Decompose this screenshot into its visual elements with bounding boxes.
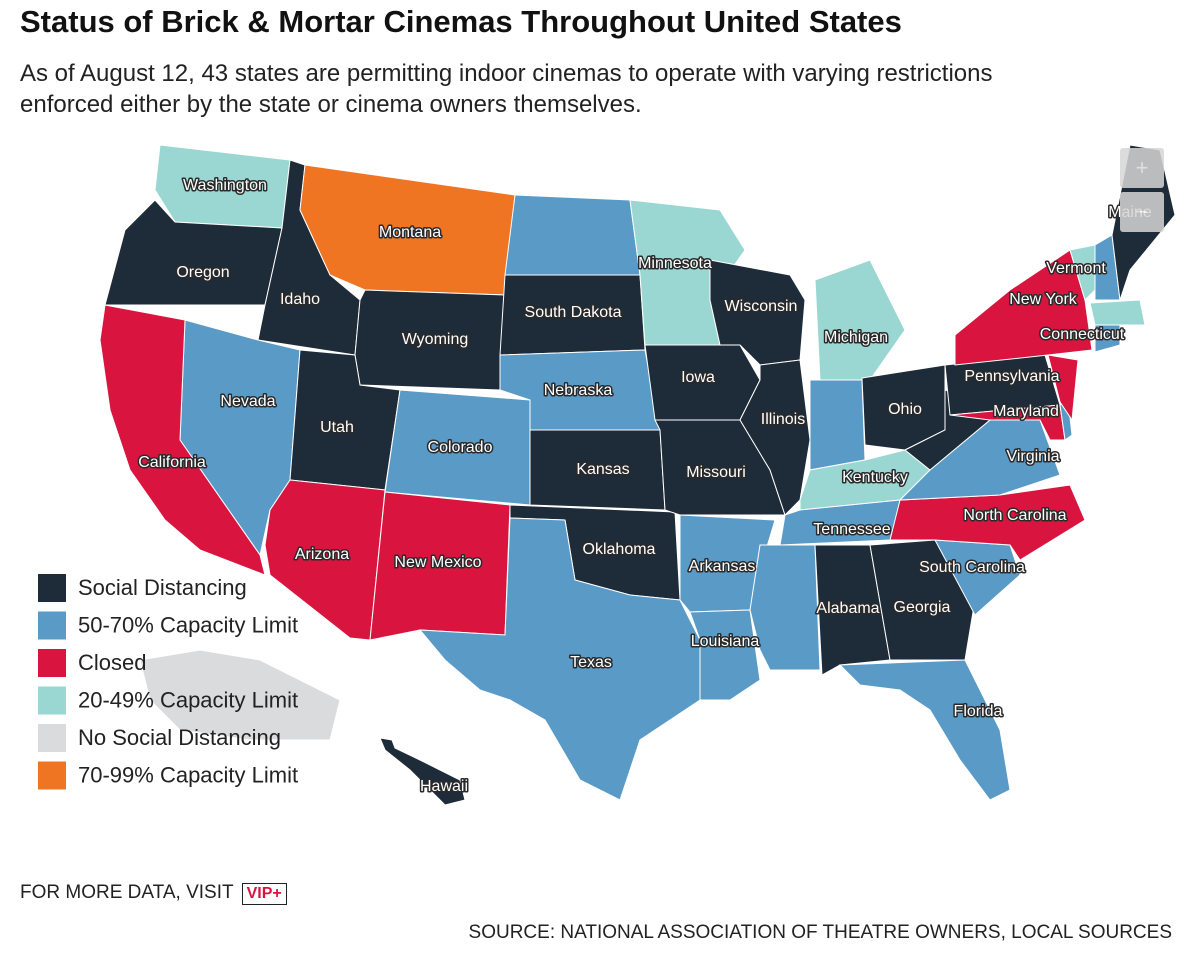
- zoom-in-button[interactable]: +: [1120, 148, 1164, 188]
- legend-swatch: [38, 611, 66, 640]
- state: [139, 649, 341, 741]
- state-label: Texas: [570, 654, 612, 671]
- state-label: Florida: [954, 703, 1003, 720]
- legend-swatch: [38, 574, 66, 602]
- legend-label: Social Distancing: [78, 575, 247, 600]
- state-label: Arkansas: [689, 558, 756, 575]
- legend: Social Distancing 50-70% Capacity Limit Cl…: [38, 574, 298, 790]
- legend-swatch: [38, 761, 66, 790]
- state-label: Montana: [379, 224, 441, 241]
- state: [1089, 299, 1146, 326]
- state-label: Virginia: [1006, 448, 1059, 465]
- state: [504, 194, 641, 276]
- state-label: South Dakota: [525, 304, 622, 321]
- state-label: Illinois: [761, 411, 805, 428]
- more-data-text: FOR MORE DATA, VISIT: [20, 882, 234, 903]
- state: [689, 609, 761, 701]
- legend-label: No Social Distancing: [78, 725, 281, 750]
- state-label: Oregon: [176, 264, 229, 281]
- state-label: Tennessee: [813, 521, 890, 538]
- state-label: New York: [1009, 291, 1078, 308]
- state-label: Vermont: [1046, 260, 1106, 277]
- legend-label: 50-70% Capacity Limit: [78, 612, 298, 637]
- state-label: Maryland: [993, 403, 1059, 420]
- state-label: Missouri: [686, 464, 746, 481]
- state: [809, 379, 866, 471]
- state-label: Connecticut: [1040, 326, 1125, 343]
- legend-label: 20-49% Capacity Limit: [78, 687, 298, 712]
- state-label: Ohio: [888, 401, 922, 418]
- title: Status of Brick & Mortar Cinemas Through…: [20, 4, 902, 39]
- state: [869, 539, 976, 661]
- legend-label: Closed: [78, 650, 146, 675]
- legend-label: 70-99% Capacity Limit: [78, 762, 298, 787]
- state-label: Louisiana: [691, 633, 760, 650]
- state-label: Michigan: [824, 329, 888, 346]
- zoom-out-button[interactable]: −: [1120, 192, 1164, 232]
- state-label: Utah: [320, 419, 354, 436]
- state-label: Pennsylvania: [964, 368, 1059, 385]
- state: [99, 304, 266, 576]
- state: [814, 259, 906, 381]
- state-label: Iowa: [681, 369, 715, 386]
- state-label: North Carolina: [963, 507, 1066, 524]
- state-labels: Washington Oregon Idaho Montana Wyoming Nevad…: [137, 176, 1154, 797]
- state-label: Nevada: [220, 393, 275, 410]
- state: [379, 737, 466, 806]
- state-label: Colorado: [428, 439, 493, 456]
- state-label: Wisconsin: [725, 298, 798, 315]
- state-label: Kansas: [576, 461, 629, 478]
- state-label: Washington: [183, 177, 267, 194]
- legend-swatch: [38, 724, 66, 752]
- legend-swatch: [38, 649, 66, 677]
- legend-swatch: [38, 686, 66, 715]
- states: [99, 144, 1176, 806]
- vip-link[interactable]: VIP+: [241, 883, 287, 905]
- state-label: South Carolina: [919, 559, 1025, 576]
- state: [814, 544, 891, 676]
- state-label: Nebraska: [544, 382, 613, 399]
- state-label: Kentucky: [842, 469, 908, 486]
- state-label: New Mexico: [394, 554, 481, 571]
- state-label: Wyoming: [402, 331, 469, 348]
- state: [1047, 354, 1079, 422]
- state-label: Alabama: [816, 600, 879, 617]
- state: [749, 544, 821, 671]
- state-label: California: [138, 454, 206, 471]
- state-label: Oklahoma: [583, 541, 656, 558]
- state: [418, 517, 701, 801]
- state: [838, 659, 1011, 801]
- state-label: Minnesota: [638, 255, 712, 272]
- state-label: Arizona: [295, 546, 349, 563]
- state-label: Idaho: [280, 291, 320, 308]
- footer: FOR MORE DATA, VISIT VIP+: [20, 882, 287, 905]
- state-label: Georgia: [894, 599, 951, 616]
- source: SOURCE: NATIONAL ASSOCIATION OF THEATRE …: [468, 922, 1172, 943]
- subtitle: As of August 12, 43 states are permittin…: [20, 60, 993, 118]
- state: [954, 249, 1093, 366]
- state-label: Hawaii: [420, 778, 468, 795]
- state: [1094, 324, 1121, 353]
